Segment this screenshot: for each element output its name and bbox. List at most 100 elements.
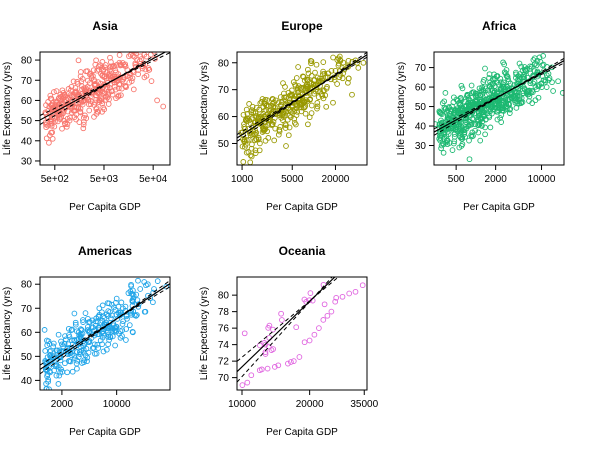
data-point bbox=[475, 122, 482, 128]
y-tick-label: 80 bbox=[218, 58, 230, 69]
y-tick-label: 60 bbox=[21, 328, 33, 339]
data-point bbox=[107, 64, 113, 71]
data-point bbox=[529, 100, 536, 106]
data-point bbox=[99, 334, 106, 341]
data-point bbox=[482, 124, 488, 131]
data-point bbox=[49, 135, 56, 142]
data-point bbox=[262, 341, 269, 348]
data-point bbox=[148, 78, 155, 84]
data-point bbox=[94, 318, 101, 325]
panel-americas: Americas 2000 10000 40 50 60 70 80 Per Capita GD… bbox=[2, 244, 171, 438]
x-tick-label: 5e+04 bbox=[139, 174, 168, 185]
data-point bbox=[503, 102, 510, 109]
data-point bbox=[96, 97, 103, 104]
x-tick-label: 10000 bbox=[228, 399, 256, 410]
data-point bbox=[464, 92, 471, 99]
data-point bbox=[330, 54, 336, 61]
data-point bbox=[154, 278, 161, 284]
data-point bbox=[57, 369, 64, 376]
data-point bbox=[74, 365, 80, 372]
data-point bbox=[72, 321, 79, 328]
data-point bbox=[109, 88, 115, 95]
data-point bbox=[307, 96, 313, 102]
data-point bbox=[85, 96, 92, 103]
data-point bbox=[106, 300, 112, 307]
data-point bbox=[109, 63, 116, 70]
data-point bbox=[492, 92, 499, 98]
data-point bbox=[332, 67, 339, 74]
data-point bbox=[479, 123, 485, 129]
data-point bbox=[469, 116, 476, 122]
data-point bbox=[487, 124, 494, 131]
data-point bbox=[80, 319, 86, 325]
data-point bbox=[451, 94, 457, 101]
data-point bbox=[311, 81, 317, 88]
data-point bbox=[69, 368, 76, 375]
y-tick-label: 70 bbox=[218, 373, 230, 384]
data-point bbox=[65, 341, 72, 348]
data-point bbox=[123, 313, 130, 320]
data-point bbox=[513, 105, 520, 111]
data-point bbox=[468, 82, 475, 89]
confidence-band-line bbox=[434, 62, 564, 130]
data-point bbox=[123, 337, 129, 343]
data-point bbox=[518, 74, 525, 81]
panel-oceania: Oceania 10000 20000 35000 70 72 74 76 78 80 Per Ca… bbox=[199, 244, 379, 438]
x-tick-label: 2000 bbox=[485, 174, 508, 185]
y-axis-label: Life Expectancy (yrs) bbox=[199, 62, 210, 155]
data-point bbox=[465, 95, 472, 101]
panel-africa: Africa 500 2000 10000 30 40 50 60 70 Per Capita G… bbox=[396, 19, 565, 213]
data-point bbox=[333, 294, 340, 301]
data-point bbox=[532, 84, 539, 90]
data-point bbox=[109, 312, 115, 319]
data-point bbox=[100, 104, 107, 111]
data-point bbox=[249, 141, 255, 148]
y-tick-label: 50 bbox=[21, 352, 33, 363]
data-point bbox=[301, 339, 308, 346]
data-point bbox=[149, 40, 154, 45]
data-point bbox=[446, 113, 453, 120]
data-point bbox=[270, 346, 277, 352]
data-point bbox=[48, 122, 55, 129]
data-point bbox=[78, 334, 84, 340]
data-point bbox=[90, 67, 97, 74]
data-point bbox=[248, 372, 255, 379]
data-point bbox=[456, 144, 463, 151]
data-point bbox=[133, 52, 139, 54]
panel-europe: Europe 1000 5000 20000 50 60 70 80 Per Capita GD… bbox=[199, 19, 368, 213]
data-point bbox=[486, 112, 492, 119]
data-point bbox=[240, 159, 247, 165]
y-tick-label: 70 bbox=[21, 304, 33, 315]
data-point bbox=[266, 108, 273, 115]
data-point bbox=[44, 113, 50, 120]
panel-title: Americas bbox=[78, 244, 132, 258]
data-point bbox=[53, 372, 60, 379]
scatter-points bbox=[239, 281, 366, 388]
plot-area bbox=[237, 277, 366, 388]
y-tick-label: 60 bbox=[21, 96, 33, 107]
data-point bbox=[438, 142, 445, 149]
data-point bbox=[266, 322, 273, 329]
data-point bbox=[494, 116, 501, 123]
data-point bbox=[458, 82, 465, 89]
data-point bbox=[518, 100, 524, 107]
data-point bbox=[256, 147, 263, 154]
data-point bbox=[134, 42, 139, 47]
data-point bbox=[322, 92, 329, 99]
data-point bbox=[444, 128, 451, 135]
data-point bbox=[107, 54, 113, 61]
data-point bbox=[76, 119, 83, 125]
data-point bbox=[282, 125, 289, 131]
data-point bbox=[525, 88, 532, 94]
data-point bbox=[43, 121, 49, 128]
data-point bbox=[80, 121, 87, 128]
data-point bbox=[332, 298, 339, 305]
data-point bbox=[459, 141, 466, 148]
data-point bbox=[135, 71, 141, 78]
data-point bbox=[308, 102, 315, 109]
y-axis-label: Life Expectancy (yrs) bbox=[2, 62, 13, 155]
data-point bbox=[311, 331, 318, 338]
confidence-band-line bbox=[40, 286, 170, 366]
data-point bbox=[159, 43, 164, 48]
data-point bbox=[307, 290, 314, 296]
